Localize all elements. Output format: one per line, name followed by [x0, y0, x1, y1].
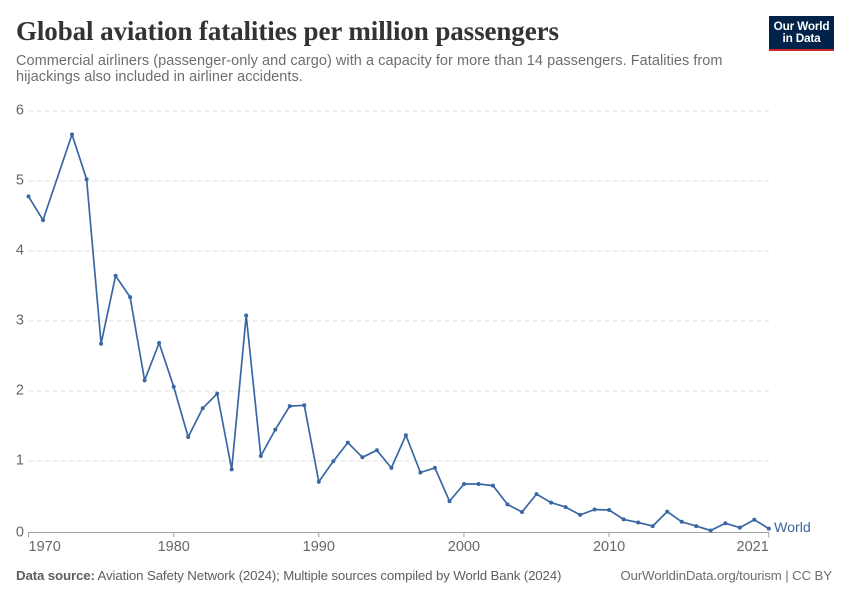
- svg-text:2000: 2000: [448, 539, 480, 555]
- svg-text:2010: 2010: [593, 539, 625, 555]
- svg-text:4: 4: [16, 243, 24, 259]
- svg-text:1970: 1970: [29, 539, 61, 555]
- svg-text:5: 5: [16, 173, 24, 189]
- svg-text:2: 2: [16, 383, 24, 399]
- svg-text:1980: 1980: [158, 539, 190, 555]
- svg-text:3: 3: [16, 313, 24, 329]
- svg-text:6: 6: [16, 103, 24, 119]
- svg-text:0: 0: [16, 525, 24, 541]
- svg-text:World: World: [774, 520, 811, 536]
- svg-text:2021: 2021: [737, 539, 769, 555]
- svg-text:1: 1: [16, 453, 24, 469]
- svg-text:1990: 1990: [303, 539, 335, 555]
